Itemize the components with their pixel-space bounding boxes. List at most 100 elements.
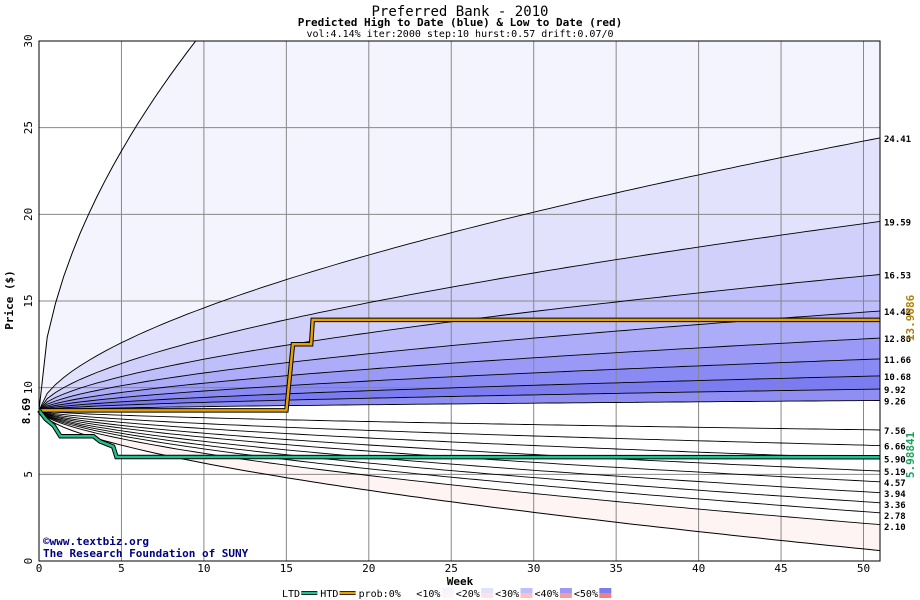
axes [38, 40, 881, 562]
red-boundary-8 [38, 410, 881, 526]
x-axis-label: Week [447, 575, 474, 588]
end-label-0: 24.41 [884, 135, 911, 145]
blue-band-8 [39, 389, 880, 411]
end-label-1: 19.59 [884, 218, 911, 228]
red-boundary-7 [38, 410, 881, 514]
x-tick-10: 10 [197, 562, 210, 575]
end-label-10: 6.66 [884, 443, 906, 453]
start-price-label: 8.69 [20, 398, 33, 425]
legend-swatch-top-6 [559, 588, 572, 593]
x-tick-0: 0 [36, 562, 43, 575]
chart-params: vol:4.14% iter:2000 step:10 hurst:0.57 d… [306, 29, 613, 40]
legend-swatch-bottom-6 [559, 593, 572, 598]
blue-boundary-6 [38, 375, 881, 411]
y-tick-5: 5 [22, 471, 35, 478]
blue-boundary-8 [38, 400, 881, 411]
y-tick-20: 20 [22, 208, 35, 221]
end-label-6: 10.68 [884, 373, 911, 383]
htd-trace [39, 318, 880, 412]
blue-band-1 [39, 137, 880, 411]
red-boundary-2 [38, 409, 881, 460]
blue-band-0 [39, 41, 880, 411]
legend-swatch-bottom-2 [402, 593, 415, 598]
end-label-14: 3.94 [884, 490, 906, 500]
legend-swatch-bottom-7 [599, 593, 612, 598]
x-tick-5: 5 [118, 562, 125, 575]
legend-label-2: prob:0% [359, 589, 401, 600]
legend-swatch-bottom-5 [520, 593, 533, 598]
end-label-9: 7.56 [884, 427, 906, 437]
legend-swatch-top-5 [520, 588, 533, 593]
credit-foundation: The Research Foundation of SUNY [43, 547, 249, 560]
ltd-trace [38, 409, 881, 459]
legend-label-4: <20% [456, 589, 480, 600]
x-tick-40: 40 [692, 562, 705, 575]
x-tick-35: 35 [610, 562, 623, 575]
legend-swatch-top-7 [599, 588, 612, 593]
legend-swatch-top-2 [402, 588, 415, 593]
y-axis-label: Price ($) [3, 270, 16, 330]
chart-title: Preferred Bank - 2010 [371, 4, 548, 20]
ltd-value-label: 5.98841 [904, 431, 917, 478]
price-traces [37, 317, 881, 460]
blue-band-3 [39, 274, 880, 411]
end-label-2: 16.53 [884, 271, 911, 281]
blue-band-7 [39, 375, 880, 411]
y-tick-30: 30 [22, 34, 35, 47]
end-label-12: 5.19 [884, 468, 906, 478]
legend-label-3: <10% [416, 589, 440, 600]
red-boundary-5 [38, 410, 881, 494]
legend-label-1: HTD [320, 589, 338, 600]
blue-band-4 [39, 311, 880, 411]
y-tick-15: 15 [22, 294, 35, 307]
legend-swatch-bottom-3 [441, 593, 454, 598]
legend-swatch-top-3 [441, 588, 454, 593]
red-boundary-0 [38, 409, 881, 431]
legend-label-5: <30% [495, 589, 519, 600]
blue-band-5 [39, 338, 880, 411]
blue-boundary-4 [38, 337, 881, 411]
y-tick-0: 0 [22, 558, 35, 565]
blue-boundary-5 [38, 358, 881, 411]
chart-legend: LTD HTD prob:0% <10% <20% <30% <40% <50% [282, 588, 612, 600]
band-boundary-lines [38, 137, 881, 526]
end-label-16: 2.78 [884, 512, 906, 522]
end-label-11: 5.90 [884, 456, 906, 466]
end-label-15: 3.36 [884, 501, 906, 511]
legend-label-0: LTD [282, 589, 300, 600]
chart-subtitle: Predicted High to Date (blue) & Low to D… [298, 16, 623, 29]
end-label-3: 14.42 [884, 308, 911, 318]
end-label-17: 2.10 [884, 523, 906, 533]
x-tick-25: 25 [445, 562, 458, 575]
legend-label-7: <50% [574, 589, 598, 600]
htd-value-label: 13.9086 [904, 294, 917, 341]
x-tick-45: 45 [774, 562, 787, 575]
plot-frame [38, 40, 881, 562]
upper-envelope [38, 40, 204, 411]
y-tick-10: 10 [22, 381, 35, 394]
x-tick-15: 15 [280, 562, 293, 575]
end-label-13: 4.57 [884, 479, 906, 489]
legend-label-6: <40% [535, 589, 559, 600]
end-label-8: 9.26 [884, 397, 906, 407]
y-tick-25: 25 [22, 121, 35, 134]
center-band [39, 400, 880, 525]
end-label-4: 12.86 [884, 335, 911, 345]
x-tick-30: 30 [527, 562, 540, 575]
blue-band-6 [39, 358, 880, 411]
legend-swatch-top-4 [481, 588, 494, 593]
tick-labels: 0 5 10 15 20 25 30 35 40 45 50 0 5 10 15 20 25 30 [22, 34, 870, 575]
red-boundary-6 [38, 410, 881, 504]
end-value-labels: 24.41 19.59 16.53 14.42 12.86 11.66 10.68 9.929… [884, 135, 911, 533]
end-label-5: 11.66 [884, 356, 911, 366]
blue-band-2 [39, 221, 880, 411]
blue-boundary-0 [38, 137, 881, 411]
end-label-7: 9.92 [884, 386, 906, 396]
x-tick-50: 50 [857, 562, 870, 575]
credit-website: ©www.textbiz.org [43, 535, 149, 548]
blue-boundary-1 [38, 220, 881, 411]
x-tick-20: 20 [362, 562, 375, 575]
legend-swatch-bottom-4 [481, 593, 494, 598]
red-boundary-1 [38, 409, 881, 447]
